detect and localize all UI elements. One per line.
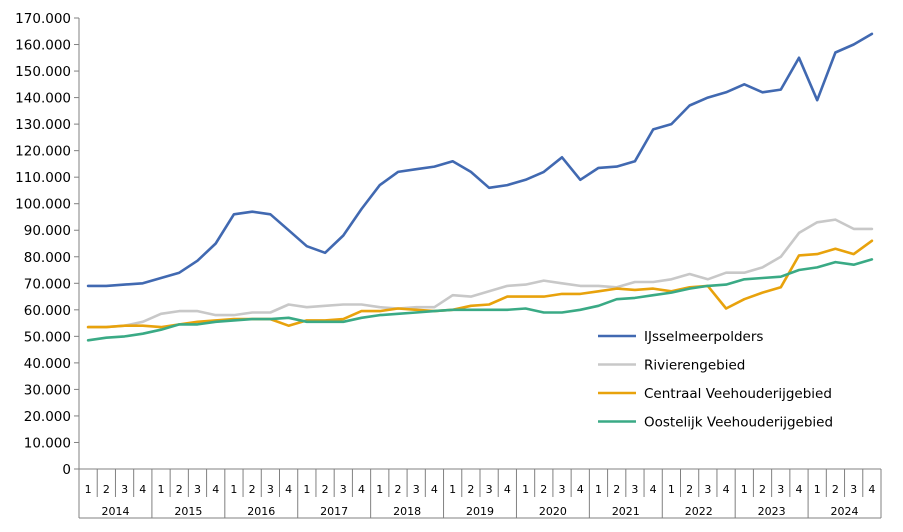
x-year-label: 2019: [466, 505, 494, 518]
y-tick-label: 40.000: [24, 356, 71, 372]
y-tick-label: 60.000: [24, 303, 71, 319]
x-quarter-label: 4: [795, 483, 802, 496]
y-tick-label: 10.000: [24, 435, 71, 451]
x-quarter-label: 4: [577, 483, 584, 496]
y-tick-label: 100.000: [15, 197, 71, 213]
y-tick-label: 80.000: [24, 250, 71, 266]
x-quarter-label: 3: [486, 483, 493, 496]
y-tick-label: 140.000: [15, 91, 71, 107]
x-quarter-label: 2: [759, 483, 766, 496]
series-line-ijsselmeerpolders: [86, 32, 874, 288]
x-year-label: 2018: [393, 505, 421, 518]
x-quarter-label: 3: [559, 483, 566, 496]
x-quarter-label: 4: [358, 483, 365, 496]
x-quarter-label: 1: [449, 483, 456, 496]
x-quarter-label: 2: [832, 483, 839, 496]
x-quarter-label: 4: [431, 483, 438, 496]
x-year-label: 2016: [247, 505, 275, 518]
x-quarter-label: 3: [631, 483, 638, 496]
series-line-rivierengebied: [86, 218, 874, 329]
x-quarter-label: 3: [121, 483, 128, 496]
x-quarter-label: 4: [650, 483, 657, 496]
series-line-centraal-veehouderijgebied: [86, 239, 874, 329]
x-quarter-label: 4: [212, 483, 219, 496]
x-quarter-label: 2: [540, 483, 547, 496]
y-tick-label: 120.000: [15, 144, 71, 160]
y-tick-label: 110.000: [15, 170, 71, 186]
x-year-label: 2014: [101, 505, 129, 518]
legend-label: Oostelijk Veehouderijgebied: [644, 415, 833, 431]
x-quarter-label: 1: [668, 483, 675, 496]
y-tick-label: 90.000: [24, 223, 71, 239]
legend-label: Rivierengebied: [644, 358, 745, 374]
x-year-label: 2020: [539, 505, 567, 518]
x-quarter-label: 3: [267, 483, 274, 496]
x-year-label: 2021: [612, 505, 640, 518]
y-tick-label: 20.000: [24, 409, 71, 425]
x-year-label: 2023: [758, 505, 786, 518]
x-quarter-label: 1: [376, 483, 383, 496]
x-quarter-label: 1: [595, 483, 602, 496]
series-layer: [86, 32, 874, 342]
x-quarter-label: 3: [704, 483, 711, 496]
y-tick-label: 170.000: [15, 11, 71, 27]
x-quarter-label: 1: [303, 483, 310, 496]
x-quarter-label: 1: [85, 483, 92, 496]
x-quarter-label: 4: [139, 483, 146, 496]
chart-legend: IJsselmeerpolders Rivierengebied Centraal …: [598, 329, 833, 431]
x-year-label: 2022: [685, 505, 713, 518]
x-year-label: 2015: [174, 505, 202, 518]
x-quarter-label: 4: [504, 483, 511, 496]
x-quarter-label: 4: [723, 483, 730, 496]
y-tick-label: 50.000: [24, 329, 71, 345]
x-quarter-label: 2: [176, 483, 183, 496]
x-quarter-label: 3: [340, 483, 347, 496]
x-quarter-label: 2: [467, 483, 474, 496]
x-quarter-label: 3: [777, 483, 784, 496]
y-tick-label: 150.000: [15, 64, 71, 80]
series-line-oostelijk-veehouderijgebied: [86, 258, 874, 342]
y-tick-label: 70.000: [24, 276, 71, 292]
x-quarter-label: 2: [322, 483, 329, 496]
x-quarter-label: 2: [249, 483, 256, 496]
x-quarter-label: 2: [613, 483, 620, 496]
y-tick-label: 30.000: [24, 382, 71, 398]
x-quarter-label: 1: [230, 483, 237, 496]
x-quarter-label: 1: [741, 483, 748, 496]
x-quarter-label: 3: [850, 483, 857, 496]
x-quarter-label: 2: [103, 483, 110, 496]
x-quarter-label: 1: [158, 483, 165, 496]
x-quarter-label: 3: [413, 483, 420, 496]
y-tick-label: 0: [62, 462, 71, 478]
chart-axes: 0 10.000 20.000 30.000 40.000 50.000 60.000 70.…: [15, 11, 882, 519]
x-quarter-label: 1: [522, 483, 529, 496]
x-quarter-label: 4: [285, 483, 292, 496]
y-tick-label: 130.000: [15, 117, 71, 133]
x-quarter-label: 1: [814, 483, 821, 496]
x-quarter-label: 2: [686, 483, 693, 496]
y-tick-label: 160.000: [15, 38, 71, 54]
legend-label: Centraal Veehouderijgebied: [644, 386, 832, 402]
x-quarter-label: 2: [394, 483, 401, 496]
legend-label: IJsselmeerpolders: [644, 329, 763, 345]
x-quarter-label: 4: [868, 483, 875, 496]
x-year-label: 2017: [320, 505, 348, 518]
x-year-label: 2024: [831, 505, 859, 518]
x-quarter-label: 3: [194, 483, 201, 496]
